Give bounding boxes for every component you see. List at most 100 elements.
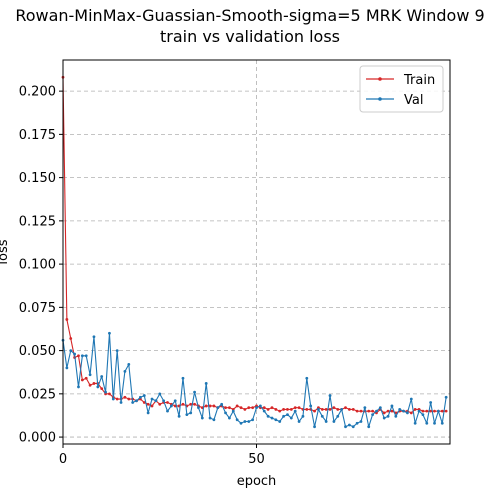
x-tick-label: 0 xyxy=(59,452,67,467)
data-point-train xyxy=(305,408,309,411)
data-point-val xyxy=(336,414,340,418)
data-point-val xyxy=(239,421,243,425)
legend-val-label: Val xyxy=(404,93,423,108)
data-point-train xyxy=(278,409,282,413)
data-point-val xyxy=(197,406,200,410)
data-point-train xyxy=(359,409,363,413)
data-point-val xyxy=(216,406,220,410)
data-point-val xyxy=(104,390,107,394)
data-point-val xyxy=(286,413,289,416)
y-tick-label: 0.075 xyxy=(19,301,56,316)
data-point-val xyxy=(224,411,227,415)
data-point-val xyxy=(324,420,328,423)
y-tick-label: 0.200 xyxy=(19,85,56,100)
chart-title-line-2: train vs validation loss xyxy=(160,27,340,46)
data-point-val xyxy=(278,420,282,423)
data-point-val xyxy=(220,402,224,406)
data-point-val xyxy=(440,421,444,425)
data-point-val xyxy=(247,420,251,423)
data-point-train xyxy=(444,409,448,413)
data-point-val xyxy=(313,425,316,429)
data-point-val xyxy=(162,399,166,403)
data-point-train xyxy=(123,395,127,399)
data-point-train xyxy=(146,402,150,406)
data-point-val xyxy=(406,411,409,415)
data-point-train xyxy=(77,354,80,358)
y-tick-label: 0.125 xyxy=(19,214,56,229)
data-point-val xyxy=(378,406,382,410)
data-point-train xyxy=(332,406,336,410)
data-point-train xyxy=(224,406,227,410)
data-point-val xyxy=(317,408,320,411)
data-point-train xyxy=(212,404,216,408)
chart-title-line-1: Rowan-MinMax-Guassian-Smooth-sigma=5 MRK… xyxy=(15,6,485,25)
data-point-val xyxy=(65,366,69,370)
data-point-train xyxy=(386,409,390,413)
data-point-train xyxy=(282,408,285,411)
data-point-train xyxy=(289,408,293,411)
data-point-val xyxy=(394,414,398,418)
data-point-val xyxy=(363,406,367,410)
data-point-train xyxy=(293,406,297,410)
data-point-train xyxy=(108,392,111,396)
x-tick-label: 50 xyxy=(248,452,265,467)
data-point-val xyxy=(255,406,258,410)
data-point-val xyxy=(433,421,436,425)
data-point-val xyxy=(80,354,84,358)
data-point-val xyxy=(185,413,189,416)
data-point-train xyxy=(228,406,231,410)
data-point-val xyxy=(115,349,119,352)
data-point-val xyxy=(390,404,394,408)
data-point-val xyxy=(282,414,285,418)
data-point-val xyxy=(139,395,142,399)
data-point-train xyxy=(409,411,413,415)
data-point-train xyxy=(351,408,355,411)
data-point-train xyxy=(336,408,340,411)
data-point-train xyxy=(181,402,185,406)
data-point-val xyxy=(231,409,235,413)
data-point-val xyxy=(444,395,448,399)
data-point-train xyxy=(235,404,239,408)
data-point-val xyxy=(425,421,429,425)
data-point-train xyxy=(115,397,119,401)
data-point-val xyxy=(371,413,374,416)
data-point-val xyxy=(359,420,363,423)
data-point-val xyxy=(409,397,413,401)
data-point-val xyxy=(258,404,262,408)
data-point-val xyxy=(77,385,80,389)
data-point-val xyxy=(351,425,355,429)
data-point-train xyxy=(150,404,154,408)
data-point-val xyxy=(340,408,344,411)
data-point-val xyxy=(309,404,313,408)
y-tick-label: 0.175 xyxy=(19,128,56,143)
data-point-val xyxy=(398,408,402,411)
data-point-train xyxy=(421,409,425,413)
data-point-train xyxy=(286,408,289,411)
x-axis-label: epoch xyxy=(237,474,277,489)
data-point-val xyxy=(421,413,425,416)
data-point-val xyxy=(402,409,405,413)
data-point-val xyxy=(235,418,239,422)
data-point-train xyxy=(251,406,255,410)
series-line-train xyxy=(62,77,447,414)
data-point-val xyxy=(301,414,305,418)
data-point-train xyxy=(204,404,208,408)
data-point-train xyxy=(239,406,243,410)
data-point-train xyxy=(208,404,212,408)
series-group xyxy=(61,75,448,429)
data-point-val xyxy=(154,399,158,403)
y-tick-label: 0.100 xyxy=(19,258,56,273)
data-point-val xyxy=(189,411,193,415)
legend-train-label: Train xyxy=(403,73,435,88)
data-point-train xyxy=(193,402,196,406)
data-point-val xyxy=(367,425,371,429)
data-point-train xyxy=(367,409,371,413)
y-tick-label: 0.050 xyxy=(19,344,56,359)
data-point-val xyxy=(84,354,88,358)
data-point-train xyxy=(429,409,433,413)
data-point-val xyxy=(111,397,115,401)
data-point-val xyxy=(328,394,332,397)
data-point-train xyxy=(80,378,84,382)
data-point-val xyxy=(92,335,96,339)
